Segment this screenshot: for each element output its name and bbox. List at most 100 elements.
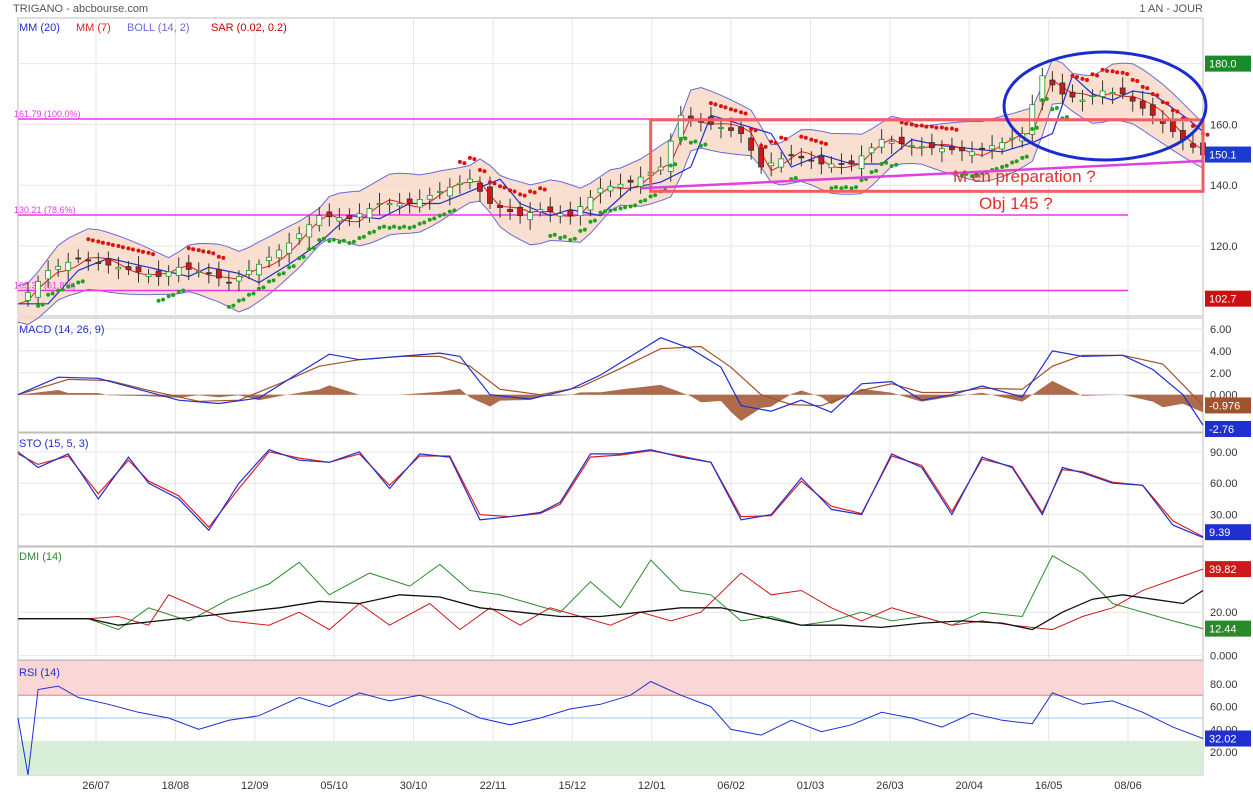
sar-dot: [924, 124, 929, 129]
sar-dot: [739, 110, 744, 115]
sar-dot: [482, 169, 487, 174]
sar-dot: [602, 209, 607, 214]
candle-body: [537, 209, 544, 213]
candle-body: [35, 281, 41, 298]
sar-dot: [532, 190, 537, 195]
sar-dot: [733, 108, 738, 113]
sar-dot: [236, 298, 241, 303]
candle-body: [416, 199, 423, 208]
legend-boll: BOLL (14, 2): [127, 22, 190, 34]
sar-dot: [241, 297, 246, 302]
sar-dot: [371, 229, 376, 234]
sar-dot: [432, 216, 437, 221]
legend-mm20: MM (20): [19, 22, 60, 34]
adx-line: [18, 589, 1204, 631]
sto-title: STO (15, 5, 3): [19, 438, 89, 450]
macd-signal-badge-bg: [1205, 397, 1251, 414]
sar-dot: [1010, 160, 1015, 165]
candle-body: [497, 205, 503, 208]
sar-dot: [1115, 70, 1120, 75]
sar-dot: [151, 252, 156, 257]
sar-dot: [783, 136, 788, 141]
sar-dot: [100, 240, 105, 245]
sar-dot: [648, 194, 653, 199]
candle-body: [356, 213, 363, 218]
candle-body: [788, 154, 795, 157]
sar-dot: [552, 232, 557, 237]
candle-body: [778, 158, 785, 168]
x-tick-label: 22/11: [480, 780, 507, 792]
sar-dot: [1205, 132, 1210, 137]
sar-dot: [819, 140, 824, 145]
candle-body: [1169, 120, 1176, 132]
sar-dot: [487, 180, 492, 185]
candle-body: [266, 256, 272, 261]
sar-dot: [257, 286, 262, 291]
sar-dot: [1080, 76, 1085, 81]
sar-dot: [1084, 78, 1089, 83]
sar-dot: [221, 255, 226, 260]
sar-dot: [874, 168, 879, 173]
sar-dot: [1130, 77, 1135, 82]
rsi-badge: 32.02: [1209, 733, 1237, 745]
price-legend: MM (20) MM (7) BOLL (14, 2) SAR (0.02, 0…: [19, 22, 287, 34]
annotation-obj: Obj 145 ?: [979, 194, 1053, 213]
rsi-tick-label: 20.00: [1210, 747, 1238, 759]
sar-dot: [833, 185, 838, 190]
sar-dot: [759, 143, 764, 148]
sar-dot: [351, 239, 356, 244]
panel-border: [17, 432, 1204, 547]
sar-dot: [1105, 68, 1110, 73]
sar-dot: [1020, 155, 1025, 160]
sar-dot: [502, 185, 507, 190]
dmi-tick-label: 0.000: [1210, 651, 1238, 663]
price-tick-label: 120.0: [1210, 241, 1238, 253]
sar-dot: [793, 175, 798, 180]
candle-body: [597, 187, 604, 194]
sto-tick-label: 60.00: [1210, 478, 1238, 490]
period-label: 1 AN - JOUR: [1139, 3, 1203, 15]
sar-dot: [548, 233, 553, 238]
candle-body: [366, 208, 373, 219]
sar-dot: [934, 125, 939, 130]
sar-dot: [653, 193, 658, 198]
sar-dot: [1004, 163, 1009, 168]
sar-dot: [367, 230, 372, 235]
sar-dot: [60, 287, 65, 292]
panel-border: [17, 317, 1204, 433]
sar-dot: [277, 272, 282, 277]
price-badge: 150.1: [1209, 150, 1237, 162]
sar-dot: [392, 224, 397, 229]
sar-dot: [70, 283, 75, 288]
sar-dot: [90, 238, 95, 243]
sar-dot: [713, 102, 718, 107]
candle-body: [135, 266, 142, 273]
sar-dot: [261, 285, 266, 290]
sar-dot: [56, 288, 61, 293]
sar-dot: [1074, 74, 1079, 79]
sar-dot: [196, 248, 201, 253]
dmi-plus-badge: 39.82: [1209, 564, 1237, 576]
sar-dot: [477, 168, 482, 173]
sar-dot: [36, 303, 41, 308]
sar-dot: [327, 238, 332, 243]
sto-badge-bg: [1205, 524, 1251, 541]
sar-dot: [693, 139, 698, 144]
sar-dot: [498, 184, 503, 189]
macd-histogram: [18, 380, 1203, 421]
x-tick-label: 30/10: [400, 780, 428, 792]
price-badge: 180.0: [1209, 59, 1237, 71]
sar-dot: [939, 125, 944, 130]
x-tick-label: 26/07: [82, 780, 110, 792]
sar-dot: [673, 162, 678, 167]
sar-dot: [181, 288, 186, 293]
rsi-tick-label: 60.00: [1210, 702, 1238, 714]
candle-body: [718, 127, 724, 129]
candle-body: [1149, 104, 1156, 116]
candle-body: [145, 273, 152, 277]
candle-body: [979, 147, 985, 150]
candle-body: [728, 127, 734, 131]
candle-body: [898, 136, 905, 145]
sar-dot: [668, 163, 673, 168]
axes: 180.0 160.0 140.0 120.0 6.00 4.00 2.00 0.000 90.…: [82, 55, 1251, 792]
